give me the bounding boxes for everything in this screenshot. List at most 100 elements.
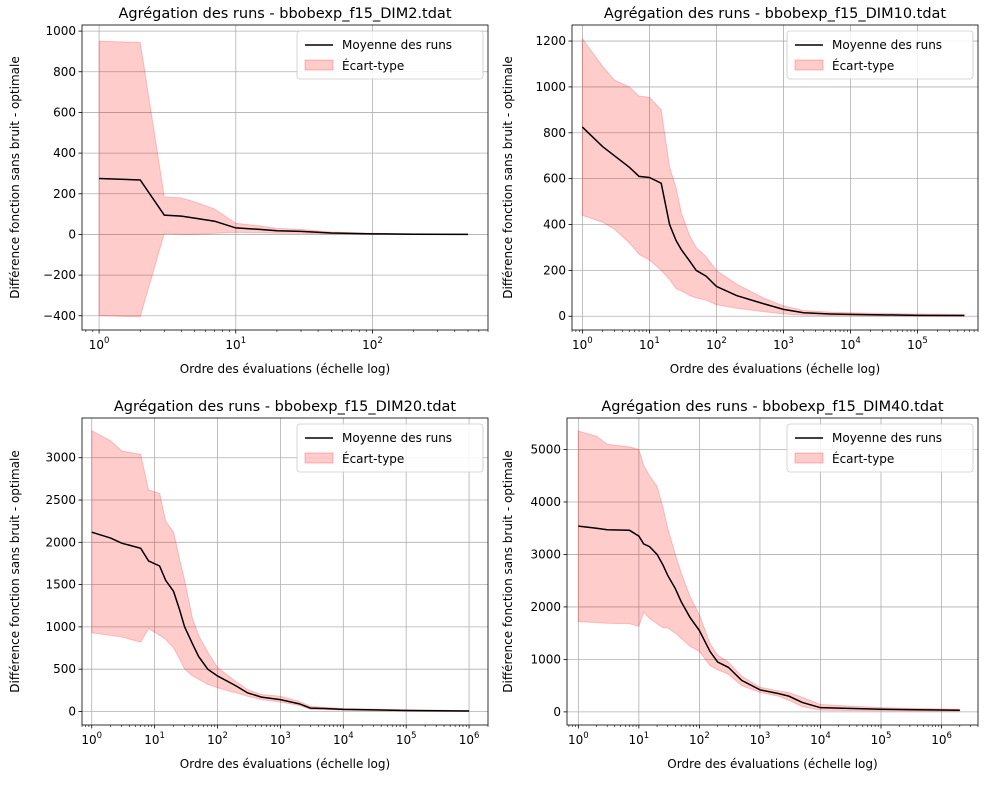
x-tick-label: 105 <box>871 731 892 747</box>
legend-entry-std: Écart-type <box>342 451 404 466</box>
y-tick-label: 1000 <box>535 80 566 94</box>
x-tick-label: 101 <box>629 731 650 747</box>
std-band-area <box>581 37 965 317</box>
chart-title: Agrégation des runs - bbobexp_f15_DIM2.t… <box>118 6 451 22</box>
x-tick-label: 106 <box>459 731 480 747</box>
axes-frame <box>81 417 489 726</box>
x-ticks: 100 101 102 103 104 105 106 <box>568 725 979 747</box>
x-axis-label: Ordre des évaluations (échelle log) <box>180 757 390 771</box>
y-tick-label: 3000 <box>45 451 76 465</box>
x-tick-label: 106 <box>931 731 952 747</box>
legend-entry-std: Écart-type <box>832 58 894 73</box>
x-tick-label: 103 <box>270 731 291 747</box>
y-tick-label: 2000 <box>45 535 76 549</box>
legend-box <box>296 30 484 80</box>
legend-band-swatch <box>304 452 334 464</box>
x-ticks: 100 101 102 <box>85 330 489 352</box>
y-tick-label: 500 <box>53 662 76 676</box>
y-tick-label: 2500 <box>45 493 76 507</box>
y-tick-label: 3000 <box>530 547 561 561</box>
x-tick-label: 102 <box>207 731 228 747</box>
y-ticks: 0 1000 2000 3000 4000 5000 <box>530 442 567 719</box>
mean-line <box>99 177 469 236</box>
y-tick-label: 400 <box>53 146 76 160</box>
legend: Moyenne des runs Écart-type <box>296 423 484 473</box>
legend-box <box>786 423 974 473</box>
x-tick-label: 104 <box>333 731 354 747</box>
legend: Moyenne des runs Écart-type <box>786 423 974 473</box>
y-tick-label: 2000 <box>530 600 561 614</box>
x-tick-label: 100 <box>81 731 102 747</box>
legend-box <box>296 423 484 473</box>
y-tick-label: 200 <box>543 263 566 277</box>
y-tick-label: 600 <box>53 105 76 119</box>
legend-band-swatch <box>304 59 334 71</box>
x-tick-label: 104 <box>840 336 861 352</box>
x-tick-label: 102 <box>706 336 727 352</box>
y-axis-label: Différence fonction sans bruit - optimal… <box>8 56 22 298</box>
y-tick-label: 5000 <box>530 442 561 456</box>
x-tick-label: 105 <box>907 336 928 352</box>
legend-entry-mean: Moyenne des runs <box>832 431 942 445</box>
mean-line <box>581 126 965 317</box>
y-tick-label: 800 <box>543 126 566 140</box>
axes-frame <box>571 24 979 331</box>
mean-line-path <box>99 177 469 236</box>
x-axis-label: Ordre des évaluations (échelle log) <box>670 362 880 376</box>
x-axis-label: Ordre des évaluations (échelle log) <box>667 757 877 771</box>
y-tick-label: −200 <box>43 268 76 282</box>
mean-line-path <box>91 531 470 712</box>
x-tick-label: 103 <box>773 336 794 352</box>
chart-title: Agrégation des runs - bbobexp_f15_DIM10.… <box>604 6 947 22</box>
chart-title: Agrégation des runs - bbobexp_f15_DIM20.… <box>114 399 457 415</box>
y-tick-label: −400 <box>43 309 76 323</box>
mean-line-path <box>578 525 960 712</box>
y-tick-label: 800 <box>53 65 76 79</box>
std-band-area <box>577 430 961 712</box>
y-tick-label: 1000 <box>45 620 76 634</box>
axes-frame <box>566 417 979 726</box>
subplot-dim10: 100 101 102 103 104 105 0 200 400 600 800 1000 1200… <box>501 6 979 376</box>
x-tick-label: 100 <box>568 731 589 747</box>
x-ticks: 100 101 102 103 104 105 106 <box>81 725 489 747</box>
y-tick-label: 600 <box>543 172 566 186</box>
y-axis-label: Différence fonction sans bruit - optimal… <box>8 450 22 692</box>
x-tick-label: 101 <box>639 336 660 352</box>
std-band-area <box>91 429 470 712</box>
legend-entry-mean: Moyenne des runs <box>342 431 452 445</box>
y-tick-label: 1200 <box>535 34 566 48</box>
y-ticks: 0 500 1000 1500 2000 2500 3000 <box>45 451 82 718</box>
x-axis-label: Ordre des évaluations (échelle log) <box>180 362 390 376</box>
legend-entry-mean: Moyenne des runs <box>342 38 452 52</box>
x-tick-label: 101 <box>225 336 246 352</box>
y-tick-label: 1500 <box>45 578 76 592</box>
legend-box <box>786 30 974 80</box>
std-band <box>577 430 961 712</box>
std-band <box>91 429 470 712</box>
subplot-dim20: 100 101 102 103 104 105 106 0 500 1000 1500 2000 25… <box>8 399 489 771</box>
y-tick-label: 0 <box>68 227 76 241</box>
std-band <box>581 37 965 317</box>
y-tick-label: 4000 <box>530 495 561 509</box>
subplot-dim40: 100 101 102 103 104 105 106 0 1000 2000 3000 4000 5… <box>501 399 979 771</box>
axes-frame <box>81 24 489 331</box>
y-axis-label: Différence fonction sans bruit - optimal… <box>501 56 515 298</box>
legend-band-swatch <box>794 59 824 71</box>
x-tick-label: 104 <box>810 731 831 747</box>
x-tick-label: 100 <box>89 336 110 352</box>
x-tick-label: 102 <box>689 731 710 747</box>
x-tick-label: 100 <box>572 336 593 352</box>
y-tick-label: 0 <box>68 704 76 718</box>
x-tick-label: 105 <box>396 731 417 747</box>
y-tick-label: 0 <box>558 309 566 323</box>
mean-line <box>91 531 470 712</box>
y-axis-label: Différence fonction sans bruit - optimal… <box>501 450 515 692</box>
subplot-dim2: 100 101 102 −400 −200 0 200 400 600 800 1000 Agré… <box>8 6 489 376</box>
y-ticks: 0 200 400 600 800 1000 1200 <box>535 34 572 323</box>
legend-entry-mean: Moyenne des runs <box>832 38 942 52</box>
y-tick-label: 400 <box>543 218 566 232</box>
grid-lines <box>572 25 978 330</box>
y-tick-label: 200 <box>53 187 76 201</box>
y-ticks: −400 −200 0 200 400 600 800 1000 <box>43 24 82 323</box>
